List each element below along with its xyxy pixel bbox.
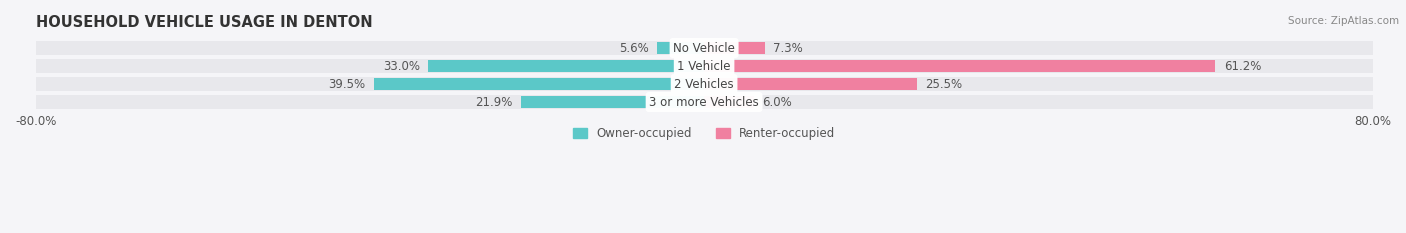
Text: 5.6%: 5.6% [619,41,650,55]
Text: 21.9%: 21.9% [475,96,513,109]
Bar [374,79,704,90]
Bar [704,95,1372,110]
Bar [704,42,765,54]
Bar [35,95,704,110]
Bar [35,77,704,91]
Text: 33.0%: 33.0% [382,60,420,72]
Bar [704,41,1372,55]
Bar [704,96,754,108]
Bar [35,41,704,55]
Bar [35,59,704,73]
Text: 3 or more Vehicles: 3 or more Vehicles [650,96,759,109]
Text: 39.5%: 39.5% [329,78,366,91]
Text: HOUSEHOLD VEHICLE USAGE IN DENTON: HOUSEHOLD VEHICLE USAGE IN DENTON [35,15,373,30]
Bar [704,60,1215,72]
Bar [704,79,917,90]
Bar [522,96,704,108]
Text: 6.0%: 6.0% [762,96,793,109]
Bar [704,77,1372,91]
Legend: Owner-occupied, Renter-occupied: Owner-occupied, Renter-occupied [568,122,841,144]
Text: 25.5%: 25.5% [925,78,963,91]
Bar [704,59,1372,73]
Bar [658,42,704,54]
Text: 61.2%: 61.2% [1223,60,1261,72]
Text: 1 Vehicle: 1 Vehicle [678,60,731,72]
Text: 2 Vehicles: 2 Vehicles [675,78,734,91]
Text: 7.3%: 7.3% [773,41,803,55]
Text: Source: ZipAtlas.com: Source: ZipAtlas.com [1288,16,1399,26]
Bar [429,60,704,72]
Text: No Vehicle: No Vehicle [673,41,735,55]
